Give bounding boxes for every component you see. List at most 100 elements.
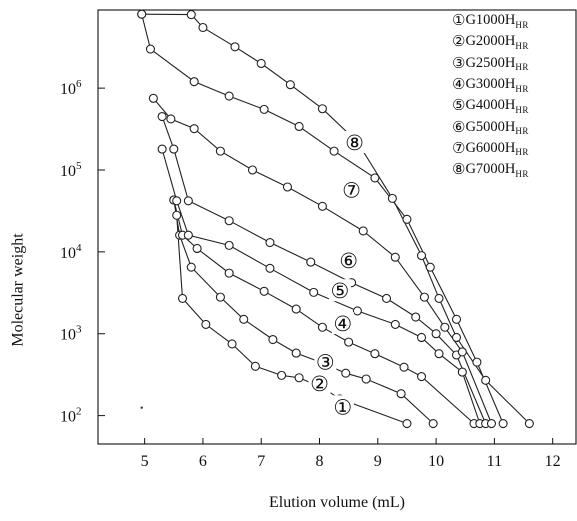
data-point xyxy=(189,124,199,134)
legend-label: G4000H xyxy=(465,97,516,114)
data-point xyxy=(227,339,237,349)
data-point xyxy=(472,357,482,367)
data-point xyxy=(215,292,225,302)
data-point xyxy=(148,93,158,103)
data-point xyxy=(265,237,275,248)
y-tick-label: 104 xyxy=(60,242,82,262)
data-point xyxy=(381,293,392,303)
data-point xyxy=(451,314,462,324)
data-point xyxy=(457,347,467,357)
data-point xyxy=(285,80,295,90)
series-line xyxy=(141,13,530,424)
x-tick-label: 6 xyxy=(199,453,207,470)
data-point xyxy=(428,418,438,429)
legend-label-suffix: HR xyxy=(515,40,529,51)
data-point xyxy=(192,243,202,254)
x-tick-label: 9 xyxy=(374,453,382,470)
data-point xyxy=(259,286,269,296)
legend-marker: ③ xyxy=(452,55,466,72)
data-point xyxy=(390,319,400,329)
data-point xyxy=(402,418,412,429)
data-point xyxy=(498,418,508,429)
data-point xyxy=(186,262,196,272)
y-tick-label: 106 xyxy=(60,78,82,98)
data-point xyxy=(215,146,225,156)
legend-label: G6000H xyxy=(465,139,516,156)
series-label-bg xyxy=(328,279,351,302)
data-point xyxy=(259,104,269,114)
data-point xyxy=(486,418,497,429)
data-point xyxy=(186,10,196,20)
legend-marker: ⑧ xyxy=(452,162,466,179)
data-point xyxy=(387,193,397,203)
data-point xyxy=(317,104,327,114)
legend-label-suffix: HR xyxy=(515,168,529,179)
legend-label-suffix: HR xyxy=(515,19,529,30)
data-point xyxy=(265,263,275,273)
x-tick-label: 7 xyxy=(257,453,265,470)
series-label-bg xyxy=(337,248,360,271)
legend-item: ⑤ G4000H HR xyxy=(452,95,529,116)
legend-label: G2500H xyxy=(465,54,516,71)
y-tick-label: 103 xyxy=(60,324,82,344)
legend-item: ② G2000H HR xyxy=(452,31,529,52)
data-point xyxy=(396,389,406,399)
series-inline-label: ① xyxy=(333,395,352,419)
data-point xyxy=(277,370,287,380)
data-point xyxy=(370,349,380,359)
legend-label: G2000H xyxy=(465,33,516,50)
series-line xyxy=(161,148,481,424)
data-point xyxy=(434,293,444,303)
series-label-bg xyxy=(340,178,363,201)
stray-dot xyxy=(140,406,143,409)
data-point xyxy=(157,144,167,154)
data-point xyxy=(172,210,182,220)
series-inline-label: ④ xyxy=(333,312,352,336)
data-point xyxy=(370,173,380,183)
data-point xyxy=(399,362,409,372)
data-point xyxy=(524,418,534,429)
data-point xyxy=(294,373,304,383)
x-tick-label: 11 xyxy=(487,453,502,470)
data-point xyxy=(329,146,339,156)
data-point xyxy=(291,348,301,358)
plot-frame xyxy=(97,9,577,445)
legend-label: G7000H xyxy=(465,161,516,178)
series-label-bg xyxy=(331,395,354,418)
data-point xyxy=(416,371,427,382)
data-point xyxy=(358,226,368,236)
series-inline-label: ② xyxy=(310,372,329,396)
data-point xyxy=(172,196,182,206)
data-point xyxy=(425,262,435,272)
x-tick-label: 5 xyxy=(141,453,149,470)
data-point xyxy=(361,374,371,384)
legend-label-suffix: HR xyxy=(515,62,529,73)
data-point xyxy=(145,44,156,54)
y-axis-label: Molecular weight xyxy=(10,233,28,347)
data-point xyxy=(250,361,260,371)
x-tick-label: 12 xyxy=(545,453,561,470)
legend-marker: ⑤ xyxy=(452,98,466,115)
series-inline-label: ⑥ xyxy=(339,249,358,273)
legend-item: ⑧ G7000H HR xyxy=(452,159,529,180)
x-axis-label: Elution volume (mL) xyxy=(269,494,405,511)
series-line xyxy=(161,116,487,424)
data-point xyxy=(224,216,234,226)
data-point xyxy=(481,375,491,385)
series-inline-label: ⑧ xyxy=(345,131,364,155)
data-point xyxy=(137,9,147,19)
data-point xyxy=(183,230,193,240)
series-label-bg xyxy=(308,372,331,395)
data-point xyxy=(440,322,450,332)
legend-label: G5000H xyxy=(465,118,516,135)
legend-label-suffix: HR xyxy=(515,126,529,137)
data-point xyxy=(352,306,362,316)
data-point xyxy=(189,77,199,87)
series-inline-labels: ①②③ ④ ⑤ ⑥ ⑦ ⑧ xyxy=(308,130,366,419)
axis-ticks: 5 6 7 8 9 10 11 12 102 103 104 105 106 xyxy=(60,78,561,470)
legend-marker: ① xyxy=(452,13,466,30)
series-points xyxy=(137,9,534,429)
series-inline-label: ⑦ xyxy=(342,178,361,202)
data-point xyxy=(177,293,188,303)
